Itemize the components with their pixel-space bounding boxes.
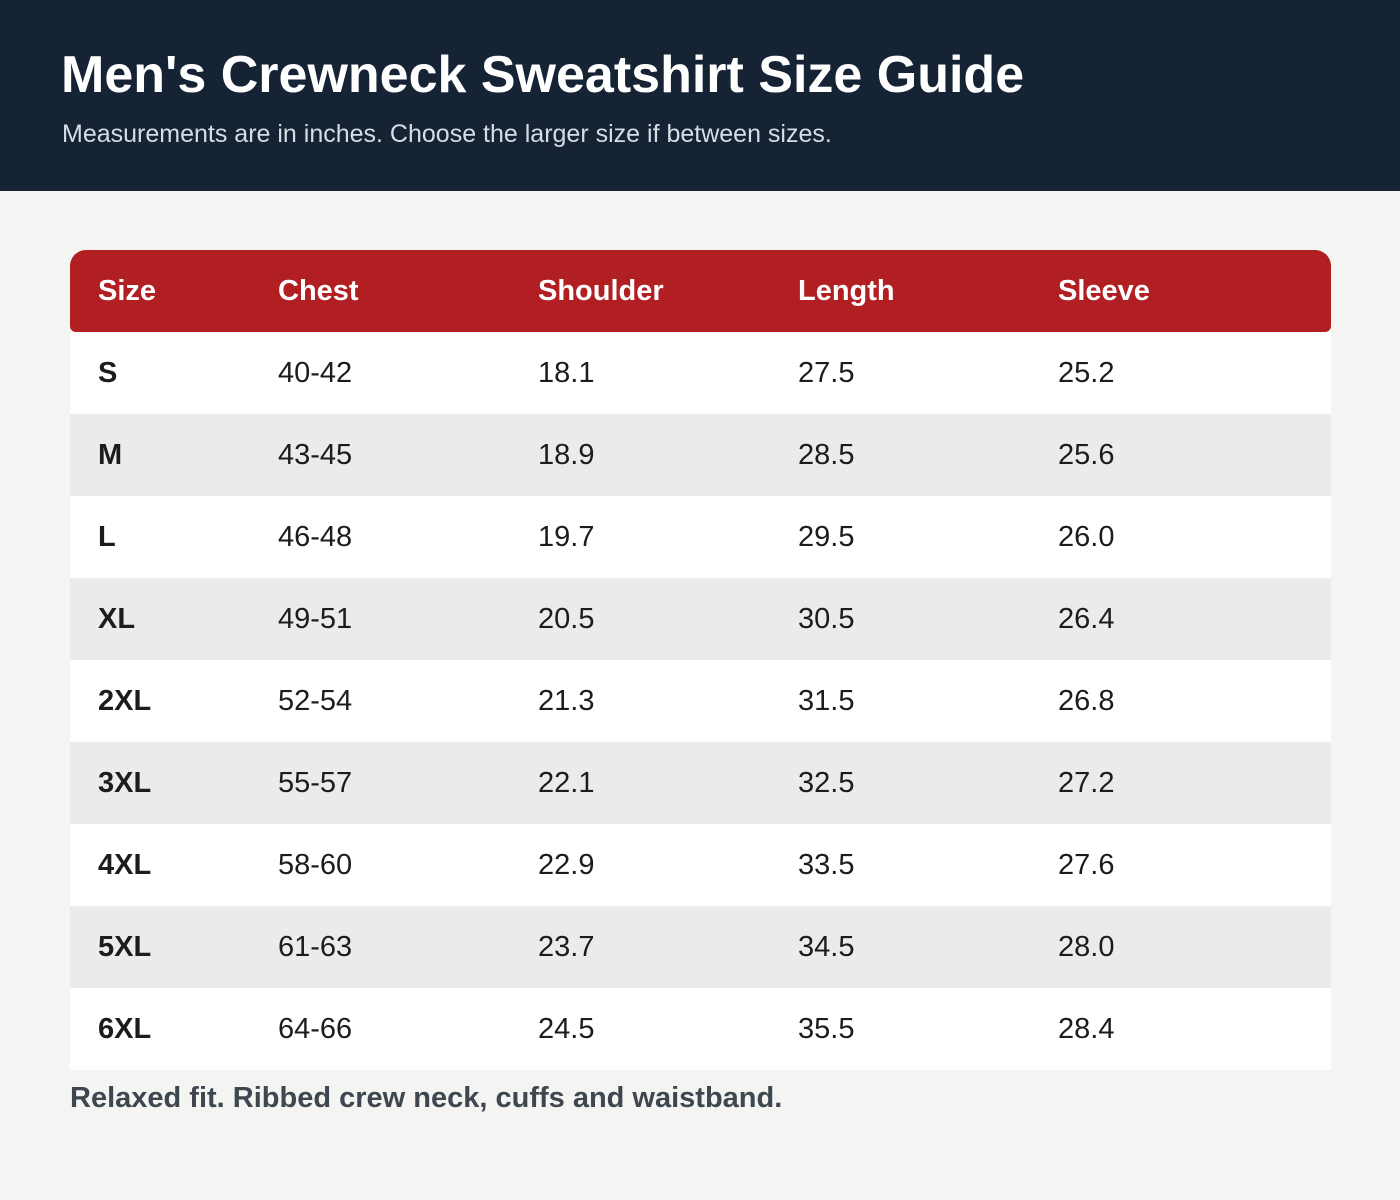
length-cell: 32.5 <box>798 767 855 799</box>
sleeve-cell: 28.4 <box>1058 1013 1115 1045</box>
shoulder-cell: 21.3 <box>538 685 595 717</box>
table-row: 3XL 55-57 22.1 32.5 27.2 <box>70 742 1331 824</box>
length-cell: 29.5 <box>798 521 855 553</box>
table-row: S 40-42 18.1 27.5 25.2 <box>70 332 1331 414</box>
column-header-shoulder: Shoulder <box>538 275 664 307</box>
sleeve-cell: 26.4 <box>1058 603 1115 635</box>
size-cell: XL <box>98 603 136 635</box>
shoulder-cell: 18.1 <box>538 357 595 389</box>
table-row: 5XL 61-63 23.7 34.5 28.0 <box>70 906 1331 988</box>
sleeve-cell: 28.0 <box>1058 931 1115 963</box>
sleeve-cell: 25.2 <box>1058 357 1115 389</box>
column-header-length: Length <box>798 275 895 307</box>
shoulder-cell: 23.7 <box>538 931 595 963</box>
sleeve-cell: 27.2 <box>1058 767 1115 799</box>
size-cell: 4XL <box>98 849 152 881</box>
length-cell: 30.5 <box>798 603 855 635</box>
chest-cell: 52-54 <box>278 685 353 717</box>
shoulder-cell: 22.9 <box>538 849 595 881</box>
table-row: 4XL 58-60 22.9 33.5 27.6 <box>70 824 1331 906</box>
length-cell: 28.5 <box>798 439 855 471</box>
chest-cell: 64-66 <box>278 1013 353 1045</box>
column-header-chest: Chest <box>278 275 359 307</box>
size-cell: L <box>98 521 116 553</box>
size-cell: 5XL <box>98 931 152 963</box>
chest-cell: 46-48 <box>278 521 353 553</box>
chest-cell: 55-57 <box>278 767 353 799</box>
table-row: 2XL 52-54 21.3 31.5 26.8 <box>70 660 1331 742</box>
shoulder-cell: 24.5 <box>538 1013 595 1045</box>
table-row: L 46-48 19.7 29.5 26.0 <box>70 496 1331 578</box>
size-cell: 2XL <box>98 685 152 717</box>
column-header-size: Size <box>98 275 157 307</box>
chest-cell: 40-42 <box>278 357 353 389</box>
table-row: 6XL 64-66 24.5 35.5 28.4 <box>70 988 1331 1070</box>
size-cell: 3XL <box>98 767 152 799</box>
size-table: Size Chest Shoulder Length Sleeve S 40-4… <box>70 250 1331 1070</box>
length-cell: 35.5 <box>798 1013 855 1045</box>
page-header: Men's Crewneck Sweatshirt Size Guide Mea… <box>0 0 1400 191</box>
length-cell: 31.5 <box>798 685 855 717</box>
page-title: Men's Crewneck Sweatshirt Size Guide <box>61 46 1025 104</box>
sleeve-cell: 26.0 <box>1058 521 1115 553</box>
size-cell: S <box>98 357 118 389</box>
length-cell: 27.5 <box>798 357 855 389</box>
table-header-row: Size Chest Shoulder Length Sleeve <box>70 250 1331 332</box>
length-cell: 33.5 <box>798 849 855 881</box>
sleeve-cell: 26.8 <box>1058 685 1115 717</box>
sleeve-cell: 25.6 <box>1058 439 1115 471</box>
chest-cell: 43-45 <box>278 439 353 471</box>
sleeve-cell: 27.6 <box>1058 849 1115 881</box>
shoulder-cell: 22.1 <box>538 767 595 799</box>
size-cell: 6XL <box>98 1013 152 1045</box>
size-cell: M <box>98 439 123 471</box>
shoulder-cell: 20.5 <box>538 603 595 635</box>
chest-cell: 58-60 <box>278 849 353 881</box>
column-header-sleeve: Sleeve <box>1058 275 1150 307</box>
chest-cell: 49-51 <box>278 603 353 635</box>
page-subtitle: Measurements are in inches. Choose the l… <box>62 120 832 148</box>
shoulder-cell: 19.7 <box>538 521 595 553</box>
chest-cell: 61-63 <box>278 931 353 963</box>
table-row: M 43-45 18.9 28.5 25.6 <box>70 414 1331 496</box>
shoulder-cell: 18.9 <box>538 439 595 471</box>
table-row: XL 49-51 20.5 30.5 26.4 <box>70 578 1331 660</box>
fit-note: Relaxed fit. Ribbed crew neck, cuffs and… <box>70 1082 783 1114</box>
length-cell: 34.5 <box>798 931 855 963</box>
